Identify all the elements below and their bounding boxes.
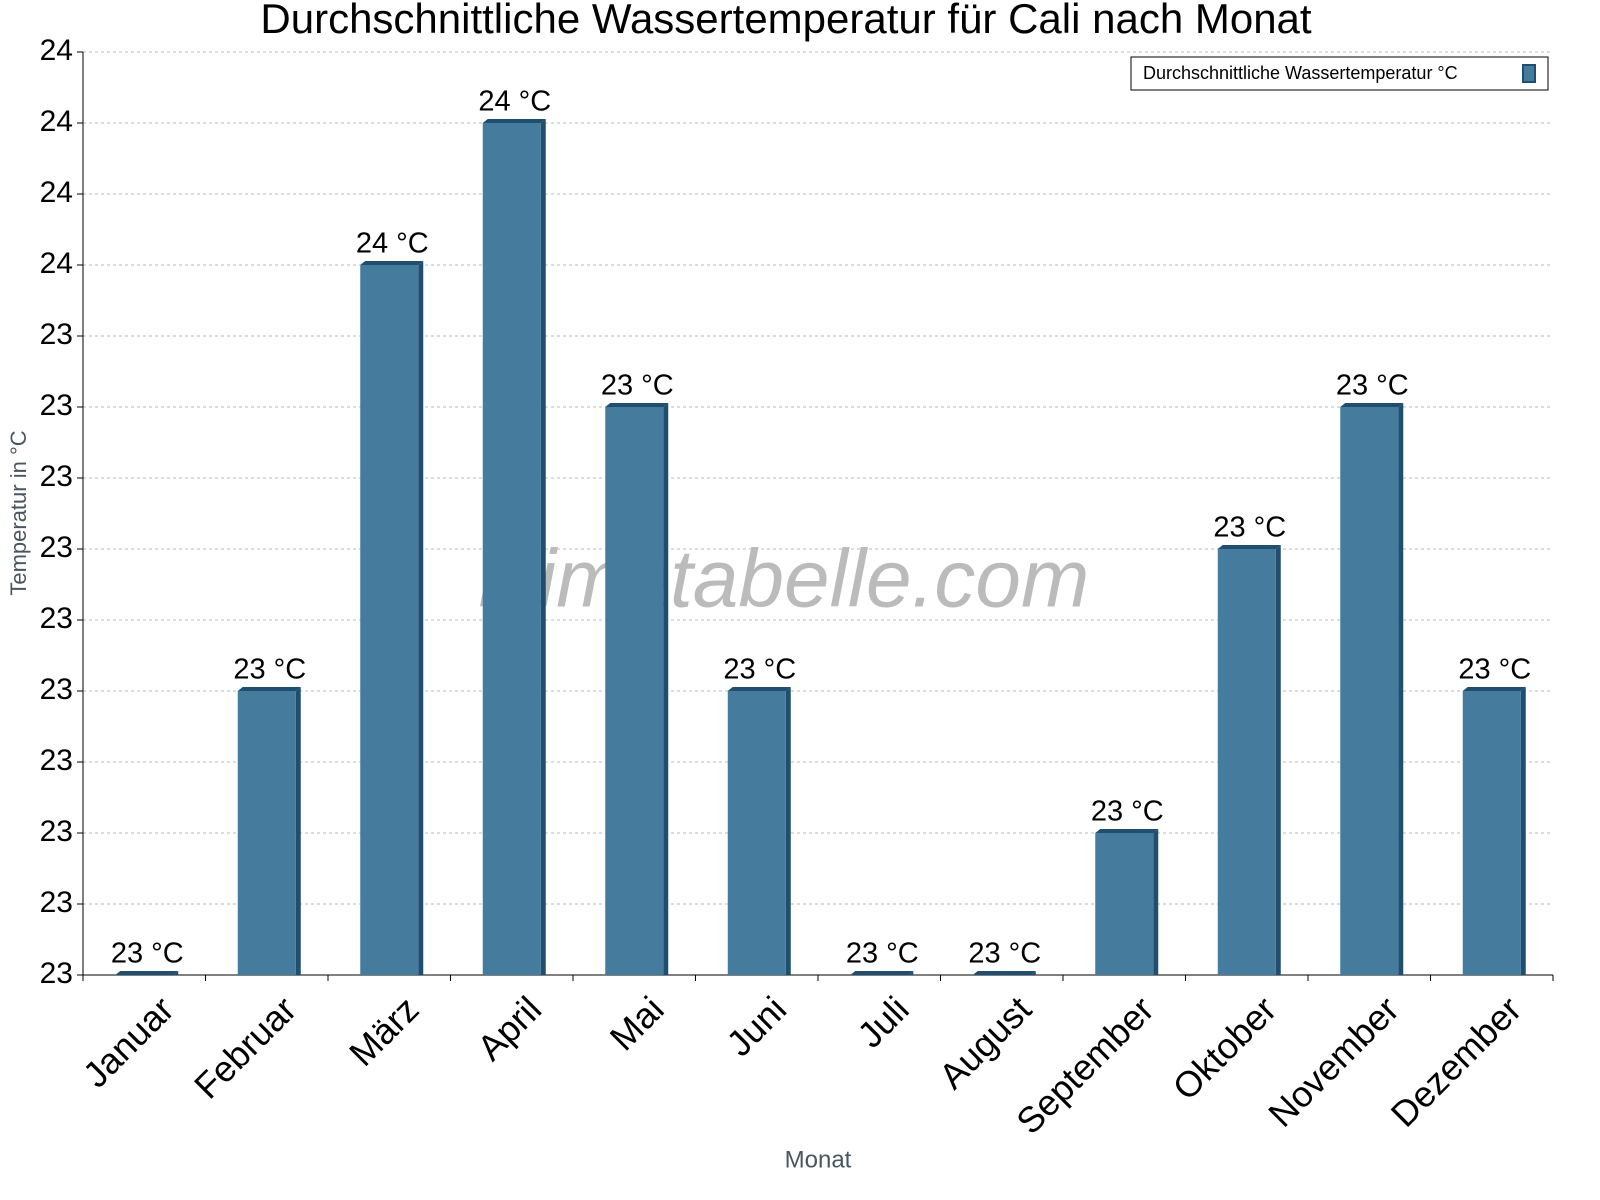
bar-side	[1275, 545, 1281, 975]
bar	[482, 123, 541, 975]
bar-side	[295, 687, 301, 975]
y-tick-label: 24	[40, 176, 73, 209]
bar-side	[1520, 687, 1526, 975]
bar	[727, 691, 786, 975]
bar-top	[1462, 687, 1526, 691]
value-label: 23 °C	[968, 938, 1041, 970]
value-label: 23 °C	[233, 654, 306, 686]
y-tick-label: 23	[40, 886, 73, 919]
y-tick-label: 24	[40, 105, 73, 138]
value-label: 23 °C	[723, 654, 796, 686]
value-label: 23 °C	[1091, 796, 1164, 828]
bar-top	[850, 971, 914, 975]
bar-top	[1217, 545, 1281, 549]
chart-title: Durchschnittliche Wassertemperatur für C…	[260, 0, 1312, 42]
bar-side	[540, 119, 546, 975]
bar-top	[482, 119, 546, 123]
y-tick-label: 24	[40, 247, 73, 280]
x-axis-title: Monat	[785, 1146, 852, 1173]
bar-top	[237, 687, 301, 691]
value-label: 23 °C	[1213, 512, 1286, 544]
bar-side	[1153, 829, 1159, 975]
value-label: 23 °C	[846, 938, 919, 970]
bar	[1462, 691, 1521, 975]
bar-top	[605, 403, 669, 407]
bar	[1095, 833, 1154, 975]
value-label: 23 °C	[1336, 370, 1409, 402]
y-tick-label: 23	[40, 318, 73, 351]
bar	[1217, 549, 1276, 975]
y-tick-label: 23	[40, 673, 73, 706]
y-tick-label: 23	[40, 602, 73, 635]
bar-side	[785, 687, 791, 975]
bar	[237, 691, 296, 975]
y-axis-title: Temperatur in °C	[6, 430, 31, 595]
legend-box	[1130, 56, 1549, 91]
legend-swatch	[1522, 64, 1536, 83]
y-tick-label: 23	[40, 744, 73, 777]
bar-top	[360, 261, 424, 265]
y-tick-label: 23	[40, 460, 73, 493]
value-label: 24 °C	[478, 86, 551, 118]
bar-top	[972, 971, 1036, 975]
watermark: klimatabelle.com	[479, 534, 1090, 625]
bar	[605, 407, 664, 975]
y-tick-label: 23	[40, 957, 73, 990]
value-label: 23 °C	[601, 370, 674, 402]
bar	[360, 265, 419, 975]
bar-side	[663, 403, 669, 975]
bar-side	[418, 261, 424, 975]
y-tick-label: 23	[40, 815, 73, 848]
bar-top	[1340, 403, 1404, 407]
legend: Durchschnittliche Wassertemperatur °C	[1130, 56, 1549, 91]
y-tick-label: 24	[40, 34, 73, 67]
value-label: 24 °C	[356, 228, 429, 260]
y-tick-label: 23	[40, 531, 73, 564]
legend-label: Durchschnittliche Wassertemperatur °C	[1143, 63, 1458, 83]
value-label: 23 °C	[111, 938, 184, 970]
bar	[1340, 407, 1399, 975]
bar-side	[1398, 403, 1404, 975]
bar-top	[1095, 829, 1159, 833]
bar-top	[115, 971, 179, 975]
bar-top	[727, 687, 791, 691]
value-label: 23 °C	[1458, 654, 1531, 686]
y-tick-label: 23	[40, 389, 73, 422]
